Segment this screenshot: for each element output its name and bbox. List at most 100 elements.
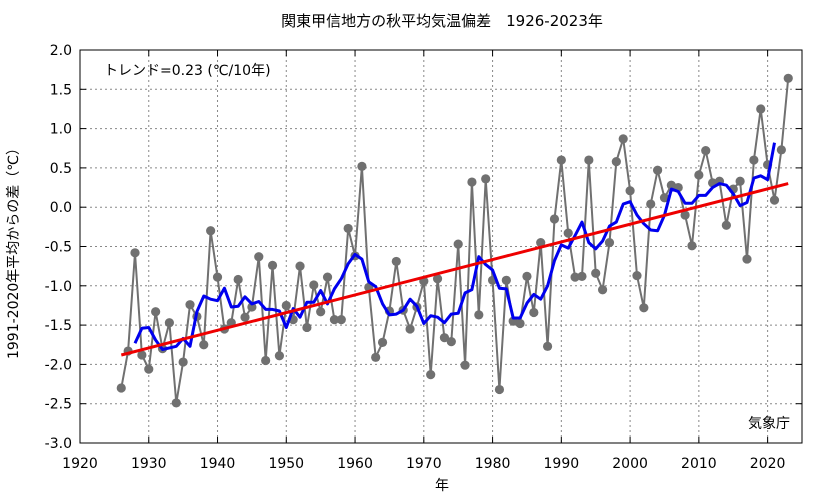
annual-point	[185, 300, 195, 310]
annual-point	[591, 268, 601, 278]
annual-point	[494, 384, 505, 395]
y-tick-label: 1.0	[50, 122, 72, 138]
annual-point	[749, 155, 759, 165]
y-tick-label: -2.5	[45, 397, 72, 413]
annual-point	[577, 271, 587, 281]
x-tick-label: 2000	[612, 456, 648, 472]
annual-point	[481, 174, 491, 184]
trend-label: トレンド=0.23 (℃/10年)	[104, 63, 271, 79]
x-tick-label: 1990	[544, 456, 580, 472]
annual-point	[563, 228, 573, 238]
annual-point	[687, 241, 697, 251]
annual-point	[604, 237, 615, 248]
annual-point	[570, 272, 580, 282]
x-tick-label: 1950	[268, 456, 304, 472]
annual-point	[467, 177, 477, 187]
annual-point	[439, 333, 450, 343]
annual-point	[151, 307, 161, 317]
annual-point	[701, 146, 711, 156]
annual-point	[632, 270, 642, 281]
annual-point	[137, 350, 147, 360]
y-tick-label: -1.5	[45, 318, 72, 334]
annual-point	[336, 314, 346, 325]
annual-point	[377, 337, 388, 347]
x-tick-label: 2020	[750, 456, 786, 472]
y-tick-label: 1.5	[50, 82, 72, 98]
annual-point	[783, 73, 793, 83]
annual-point	[522, 271, 532, 281]
annual-point	[721, 220, 731, 230]
annual-point	[254, 252, 264, 262]
annual-point	[274, 351, 285, 361]
x-tick-label: 1930	[131, 456, 167, 472]
x-axis-title: 年	[435, 478, 449, 494]
annual-point	[247, 302, 257, 312]
y-tick-label: 0.0	[50, 200, 72, 216]
annual-point	[206, 226, 216, 236]
annual-point	[584, 155, 594, 165]
annual-point	[116, 383, 126, 393]
annual-point	[735, 176, 745, 186]
annual-point	[597, 285, 608, 295]
y-tick-label: 0.5	[50, 161, 72, 177]
annual-point	[556, 155, 566, 165]
annual-point	[542, 341, 553, 351]
annual-point	[639, 303, 649, 313]
annual-point	[240, 312, 250, 322]
annual-point	[405, 324, 415, 334]
annual-series-line	[120, 78, 790, 404]
annual-point	[742, 254, 752, 264]
source-label: 気象庁	[748, 416, 790, 432]
annual-point	[515, 318, 525, 329]
annual-point	[322, 272, 333, 282]
annual-point	[756, 104, 766, 114]
y-tick-label: -2.0	[45, 357, 72, 373]
trend-line	[120, 182, 789, 357]
annual-point	[171, 398, 181, 408]
x-tick-label: 1980	[475, 456, 511, 472]
annual-point	[281, 300, 291, 311]
annual-point	[611, 157, 621, 167]
x-tick-label: 1970	[406, 456, 442, 472]
y-tick-label: 2.0	[50, 43, 72, 59]
running-mean-line	[133, 142, 776, 351]
annual-point	[659, 193, 670, 203]
series	[116, 73, 793, 408]
annual-point	[233, 274, 243, 285]
annual-point	[426, 370, 436, 380]
chart-title: 関東甲信地方の秋平均気温偏差 1926-2023年	[281, 12, 603, 30]
annual-point	[371, 352, 381, 362]
annual-point	[309, 280, 319, 290]
annual-point	[680, 210, 690, 220]
annual-point	[618, 134, 628, 144]
annual-point	[261, 355, 271, 366]
annual-point	[343, 223, 353, 234]
annual-point	[501, 275, 511, 285]
annual-point	[769, 195, 780, 205]
y-tick-label: -3.0	[45, 436, 72, 452]
annual-point	[212, 272, 223, 282]
annual-point	[460, 360, 470, 370]
annual-point	[329, 314, 340, 325]
annual-point	[164, 318, 174, 328]
annual-point	[391, 256, 401, 267]
annual-point	[316, 307, 326, 317]
x-tick-label: 1960	[337, 456, 373, 472]
annual-point	[446, 337, 456, 347]
annual-point	[646, 199, 656, 209]
annual-point	[357, 161, 367, 171]
annual-point	[302, 322, 312, 333]
annual-point	[432, 274, 443, 284]
y-tick-label: -1.0	[45, 279, 72, 295]
axis-ticks: 2.0 1.5 1.0 0.5 0.0 -0.5 -1.0 -1.5 -2.0 -2.5 -3.0 1…	[45, 43, 802, 472]
annual-point	[267, 260, 278, 270]
annual-point	[694, 170, 704, 180]
annual-point	[453, 239, 463, 249]
annual-point	[130, 248, 140, 258]
annual-point	[536, 237, 546, 248]
y-axis-title: 1991-2020年平均からの差（℃）	[6, 141, 22, 359]
annual-point	[549, 214, 560, 224]
annual-point	[653, 165, 663, 175]
x-tick-label: 1940	[200, 456, 236, 472]
